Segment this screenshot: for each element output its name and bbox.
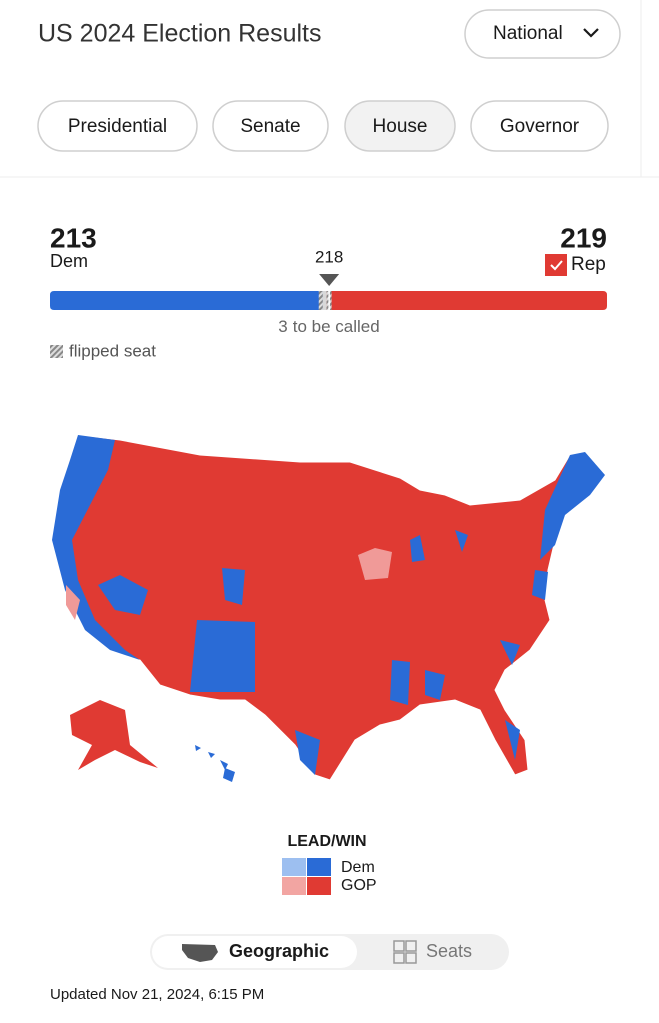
map-base (51, 434, 606, 781)
called-gap (322, 291, 327, 310)
geo-icon (182, 944, 218, 962)
legend-title: LEAD/WIN (287, 833, 366, 850)
legend-dem-lead (282, 858, 306, 876)
tab[interactable] (212, 100, 329, 152)
map-hawaii (195, 745, 235, 782)
to-be-called-text: to be called (293, 317, 380, 336)
dem-bar (50, 291, 323, 310)
to-be-called-count: 3 (278, 317, 287, 336)
legend-gop: GOP (341, 877, 377, 894)
flipped-legend: flipped seat (69, 341, 156, 360)
tab-label[interactable]: House (373, 116, 428, 137)
dropdown-chevron (583, 28, 599, 38)
tab[interactable] (37, 100, 198, 152)
map-flipped (66, 548, 392, 620)
rep-bar (326, 291, 607, 310)
check-icon (550, 260, 563, 271)
dem-flip (318, 291, 323, 310)
page-title: US 2024 Election Results (38, 20, 321, 48)
legend-gop-win (307, 877, 331, 895)
map-colorado (222, 568, 245, 605)
tab-label[interactable]: Presidential (68, 116, 167, 137)
map-alaska (70, 700, 158, 770)
tab[interactable] (470, 100, 609, 152)
tab-label[interactable]: Senate (240, 116, 300, 137)
map-nevada (98, 575, 148, 615)
flipped-swatch (50, 345, 63, 358)
majority-marker (319, 274, 340, 286)
seat-bar (50, 274, 607, 310)
view-geographic[interactable]: Geographic (229, 941, 329, 961)
race-tabs: Presidential Senate House Governor (37, 100, 609, 152)
tab[interactable] (344, 100, 456, 152)
view-seats[interactable]: Seats (426, 941, 472, 961)
legend-gop-lead (282, 877, 306, 895)
rep-seats: 219 (560, 222, 607, 253)
seats-icon (393, 940, 417, 964)
map-new-mexico (190, 620, 255, 692)
map-new-england (540, 452, 605, 560)
legend-dem: Dem (341, 859, 375, 876)
legend-dem-win (307, 858, 331, 876)
to-be-called: 3 to be called (278, 317, 379, 336)
dem-seats: 213 (50, 222, 97, 253)
region-dropdown[interactable] (464, 9, 621, 59)
updated-time: Updated Nov 21, 2024, 6:15 PM (50, 986, 264, 1003)
rep-winner-check (545, 254, 567, 276)
us-map (51, 434, 606, 782)
rep-label: Rep (571, 254, 606, 275)
dem-label: Dem (50, 251, 88, 271)
tab-label[interactable]: Governor (500, 116, 580, 137)
majority-label: 218 (315, 247, 343, 266)
dropdown-label[interactable]: National (493, 23, 563, 44)
